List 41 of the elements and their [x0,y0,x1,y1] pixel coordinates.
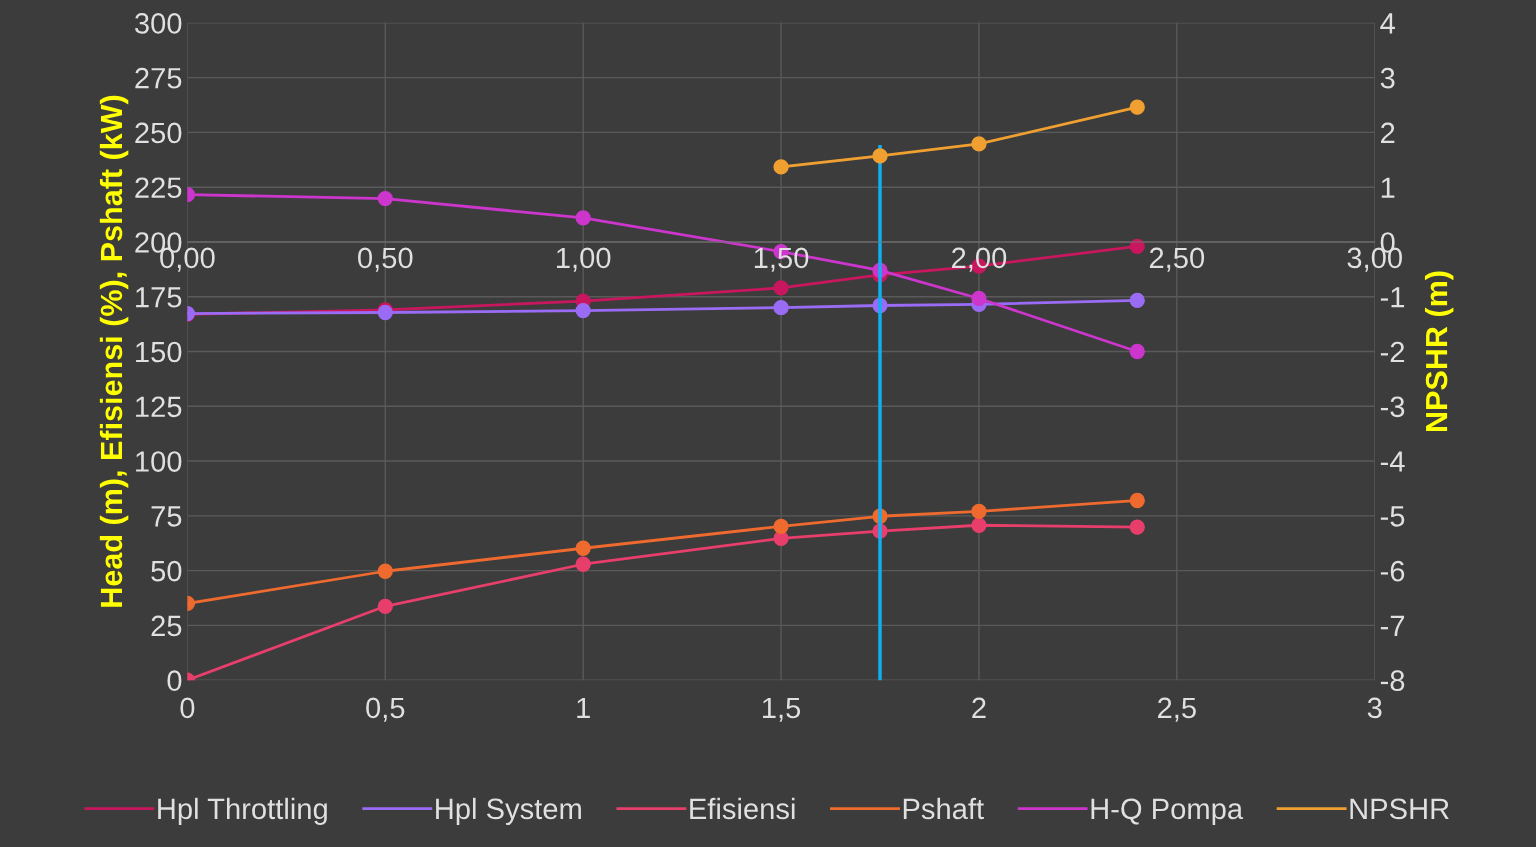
x-tick-label: 3 [1367,697,1382,719]
x2-tick-label: 0,50 [358,247,413,272]
y2-tick-label: -3 [1380,396,1405,418]
y-tick-label: 50 [151,560,182,582]
y-axis-title: Head (m), Efisiensi (%), Pshaft (kW) [99,95,129,607]
y2-tick-label: -2 [1380,341,1405,363]
y2-axis-title: NPSHR (m) [1424,271,1454,431]
legend-label: Efisiensi [690,797,795,820]
y-tick-label: 250 [135,122,182,144]
legend-label: H-Q Pompa [1091,798,1244,825]
x-tick-label: 1 [577,697,590,718]
y2-tick-label: 3 [1380,67,1395,89]
y2-tick-label: 1 [1381,177,1395,198]
y-tick-label: 25 [151,615,182,637]
y2-tick-label: -7 [1380,615,1405,636]
y2-tick-label: -4 [1380,451,1405,472]
legend-label: Hpl System [436,797,581,825]
legend-label: NPSHR [1350,798,1449,820]
y2-tick-label: -1 [1380,287,1405,308]
y-tick-label: 0 [167,670,182,691]
x2-tick-label: 1,00 [557,247,611,272]
y-tick-label: 225 [135,177,182,199]
y-tick-label: 125 [136,396,182,418]
x-tick-label: 1,5 [763,697,801,722]
y-tick-label: 150 [136,341,182,363]
x2-tick-label: 2,50 [1149,247,1205,272]
y-tick-label: 300 [134,13,182,34]
y2-tick-label: 4 [1380,13,1395,34]
y-tick-label: 175 [136,287,182,308]
y2-tick-label: -5 [1380,506,1405,527]
y-tick-label: 100 [136,451,182,472]
y2-tick-label: -8 [1380,670,1405,691]
x-tick-label: 0,5 [366,697,405,722]
y-tick-label: 75 [151,506,182,527]
y2-tick-label: -6 [1380,560,1405,582]
legend-label: Hpl Throttling [158,797,327,825]
legend-label: Pshaft [903,797,984,820]
y-tick-label: 275 [135,67,182,89]
x-tick-label: 2 [972,697,986,718]
y2-tick-label: 2 [1381,122,1395,143]
x-tick-label: 2,5 [1158,697,1196,722]
